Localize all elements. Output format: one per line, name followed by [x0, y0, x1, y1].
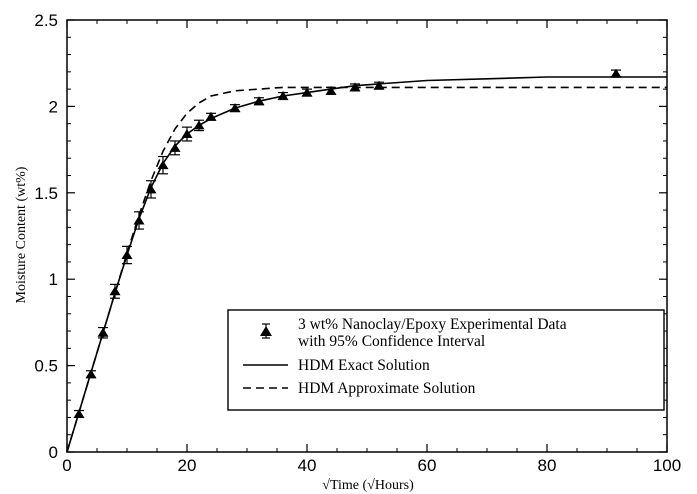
triangle-marker	[73, 408, 85, 418]
data-point	[277, 91, 289, 101]
x-tick-label: 0	[62, 456, 71, 475]
x-tick-label: 80	[538, 456, 557, 475]
data-point	[373, 80, 385, 90]
triangle-marker	[145, 184, 157, 194]
data-point	[97, 326, 109, 339]
triangle-marker	[349, 82, 361, 92]
data-point	[349, 82, 361, 92]
data-point	[193, 119, 205, 132]
x-tick-label: 20	[178, 456, 197, 475]
triangle-marker	[253, 96, 265, 106]
data-point	[229, 103, 241, 113]
axis-ticks-group: 0 20 40 60 80 100 0 0.5 1 1.5 2 2.5	[34, 11, 681, 475]
data-point	[73, 408, 85, 419]
triangle-marker	[85, 369, 97, 379]
data-point	[301, 87, 313, 97]
triangle-marker	[157, 160, 169, 170]
data-markers-group	[73, 68, 622, 419]
data-point	[205, 111, 217, 121]
triangle-marker	[205, 111, 217, 121]
data-point	[253, 96, 265, 106]
triangle-marker	[133, 215, 145, 225]
triangle-marker	[97, 327, 109, 337]
x-tick-label: 60	[418, 456, 437, 475]
legend-label-data-line2: with 95% Confidence Interval	[298, 333, 485, 350]
legend-label-data-line1: 3 wt% Nanoclay/Epoxy Experimental Data	[298, 316, 567, 333]
x-axis-title: √Time (√Hours)	[322, 478, 414, 493]
y-tick-label: 1.5	[34, 184, 58, 203]
y-tick-label: 0	[49, 443, 58, 462]
triangle-marker	[121, 250, 133, 260]
x-tick-label: 40	[298, 456, 317, 475]
data-point	[133, 211, 145, 230]
x-tick-label: 100	[653, 456, 681, 475]
legend: 3 wt% Nanoclay/Epoxy Experimental Data w…	[227, 309, 665, 411]
triangle-marker	[109, 286, 121, 296]
data-point	[181, 126, 193, 142]
y-tick-label: 0.5	[34, 357, 58, 376]
triangle-marker	[181, 129, 193, 139]
data-point	[325, 85, 337, 95]
triangle-marker	[229, 103, 241, 113]
data-point	[145, 180, 157, 199]
legend-box	[227, 309, 665, 411]
triangle-marker	[610, 68, 622, 78]
legend-marker-symbol	[260, 323, 272, 339]
y-tick-label: 1	[49, 270, 58, 289]
triangle-marker	[301, 87, 313, 97]
data-point	[109, 283, 121, 299]
triangle-marker	[169, 142, 181, 152]
triangle-marker	[325, 85, 337, 95]
legend-label-exact: HDM Exact Solution	[298, 357, 430, 374]
triangle-marker	[373, 80, 385, 90]
data-point	[610, 68, 622, 78]
series-line-approximate	[66, 86, 667, 453]
triangle-marker	[193, 120, 205, 130]
series-lines-group	[66, 76, 667, 453]
data-point	[169, 140, 181, 156]
y-tick-label: 2.5	[34, 11, 58, 30]
data-point	[121, 245, 133, 265]
y-axis-title: Moisture Content (wt%)	[14, 166, 29, 303]
legend-label-approx: HDM Approximate Solution	[298, 380, 476, 397]
y-tick-label: 2	[49, 97, 58, 116]
triangle-marker	[277, 91, 289, 101]
data-point	[85, 369, 97, 379]
data-point	[157, 155, 169, 175]
